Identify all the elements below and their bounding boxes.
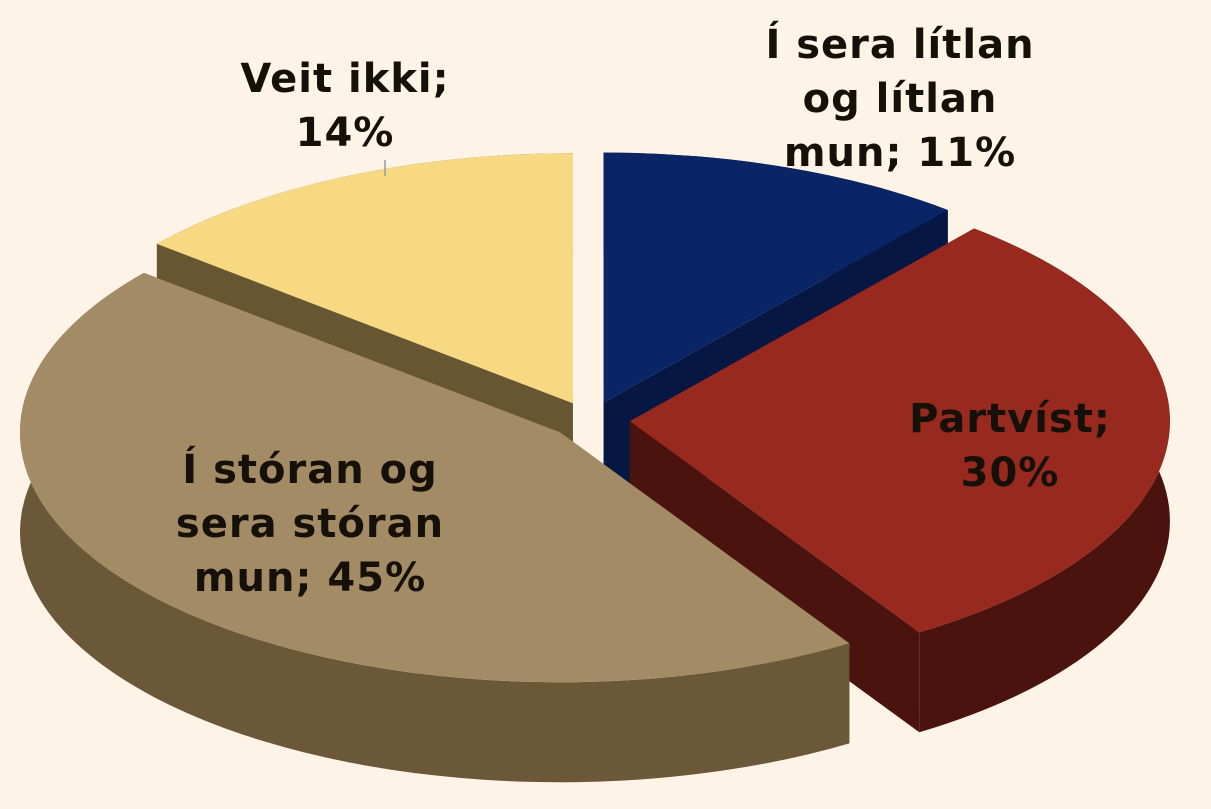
data-label: Veit ikki; 14% (235, 52, 455, 160)
slice-wall (19, 272, 850, 783)
slice (19, 272, 850, 683)
data-label: Í stóran og sera stóran mun; 45% (160, 443, 460, 605)
label-category: Veit ikki; (240, 56, 450, 102)
label-category: Í stóran og sera stóran mun; (175, 447, 445, 601)
slice (603, 152, 948, 403)
label-category: Partvíst; (909, 396, 1111, 442)
data-label: Partvíst; 30% (900, 392, 1120, 500)
slice (629, 228, 1170, 633)
label-value: 14% (295, 110, 395, 156)
label-value: 11% (917, 130, 1017, 176)
data-label: Í sera lítlan og lítlan mun; 11% (765, 18, 1035, 180)
label-category: Í sera lítlan og lítlan mun; (765, 22, 1035, 176)
label-value: 30% (960, 450, 1060, 496)
label-value: 45% (327, 555, 427, 601)
slice (156, 153, 573, 404)
